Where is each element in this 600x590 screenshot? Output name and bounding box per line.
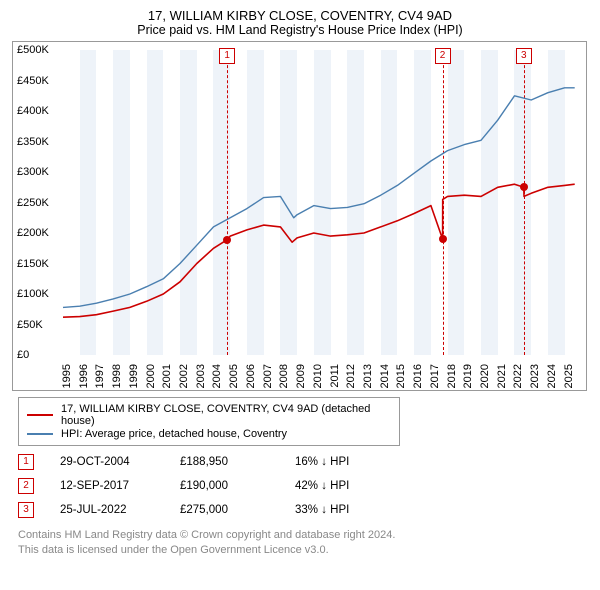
x-axis-label: 2009	[295, 364, 307, 388]
y-axis-label: £100K	[17, 288, 49, 300]
event-price: £190,000	[180, 480, 295, 492]
y-axis-label: £450K	[17, 75, 49, 87]
x-axis-label: 1995	[61, 364, 73, 388]
series-price_paid	[63, 184, 575, 317]
legend-label: HPI: Average price, detached house, Cove…	[61, 428, 287, 440]
event-diff: 42% ↓ HPI	[295, 480, 349, 492]
legend-swatch	[27, 414, 53, 416]
legend-swatch	[27, 433, 53, 435]
x-axis-label: 2007	[262, 364, 274, 388]
y-axis-label: £350K	[17, 136, 49, 148]
y-axis-label: £150K	[17, 258, 49, 270]
x-axis-label: 2013	[362, 364, 374, 388]
legend-label: 17, WILLIAM KIRBY CLOSE, COVENTRY, CV4 9…	[61, 403, 391, 427]
y-axis-label: £400K	[17, 105, 49, 117]
x-axis-label: 1996	[78, 364, 90, 388]
chart-title: 17, WILLIAM KIRBY CLOSE, COVENTRY, CV4 9…	[10, 8, 590, 23]
x-axis-label: 2002	[178, 364, 190, 388]
x-axis-label: 2001	[161, 364, 173, 388]
y-axis-label: £200K	[17, 227, 49, 239]
footnote: Contains HM Land Registry data © Crown c…	[18, 528, 590, 558]
x-axis-label: 2003	[195, 364, 207, 388]
chart-container: £0 £50K £100K £150K £200K £250K £300K £350K £400…	[12, 41, 587, 391]
x-axis-label: 2012	[345, 364, 357, 388]
event-row: 2 12-SEP-2017£190,00042% ↓ HPI	[18, 478, 590, 494]
x-axis-label: 2015	[395, 364, 407, 388]
event-badge: 3	[18, 502, 34, 518]
y-axis-label: £50K	[17, 319, 43, 331]
x-axis-label: 2005	[228, 364, 240, 388]
x-axis-label: 2004	[211, 364, 223, 388]
x-axis-label: 2020	[479, 364, 491, 388]
x-axis-label: 2016	[412, 364, 424, 388]
sale-point	[223, 236, 231, 244]
x-axis-label: 2014	[379, 364, 391, 388]
footnote-line-2: This data is licensed under the Open Gov…	[18, 543, 590, 558]
plot-area: 123	[63, 50, 578, 355]
footnote-line-1: Contains HM Land Registry data © Crown c…	[18, 528, 590, 543]
x-axis-label: 1998	[111, 364, 123, 388]
x-axis-label: 2021	[496, 364, 508, 388]
y-axis-label: £0	[17, 349, 29, 361]
event-diff: 33% ↓ HPI	[295, 504, 349, 516]
x-axis-label: 2023	[529, 364, 541, 388]
x-axis-label: 2019	[462, 364, 474, 388]
x-axis-label: 2025	[563, 364, 575, 388]
event-badge: 2	[18, 478, 34, 494]
series-hpi	[63, 88, 575, 308]
sale-point	[520, 183, 528, 191]
y-axis-label: £300K	[17, 166, 49, 178]
legend-row: 17, WILLIAM KIRBY CLOSE, COVENTRY, CV4 9…	[27, 403, 391, 427]
x-axis-label: 2017	[429, 364, 441, 388]
event-date: 12-SEP-2017	[60, 480, 180, 492]
y-axis-label: £250K	[17, 197, 49, 209]
event-price: £275,000	[180, 504, 295, 516]
event-price: £188,950	[180, 456, 295, 468]
sale-point	[439, 235, 447, 243]
x-axis-label: 2008	[278, 364, 290, 388]
legend-row: HPI: Average price, detached house, Cove…	[27, 428, 391, 440]
x-axis-label: 2010	[312, 364, 324, 388]
x-axis-label: 2022	[512, 364, 524, 388]
event-row: 3 25-JUL-2022£275,00033% ↓ HPI	[18, 502, 590, 518]
events-table: 1 29-OCT-2004£188,95016% ↓ HPI 2 12-SEP-201…	[18, 454, 590, 518]
x-axis-label: 1997	[94, 364, 106, 388]
event-badge: 1	[18, 454, 34, 470]
y-axis-label: £500K	[17, 44, 49, 56]
x-axis-label: 1999	[128, 364, 140, 388]
chart-subtitle: Price paid vs. HM Land Registry's House …	[10, 23, 590, 37]
x-axis-label: 2006	[245, 364, 257, 388]
event-date: 29-OCT-2004	[60, 456, 180, 468]
x-axis-label: 2018	[446, 364, 458, 388]
x-axis-label: 2011	[329, 364, 341, 388]
event-date: 25-JUL-2022	[60, 504, 180, 516]
event-row: 1 29-OCT-2004£188,95016% ↓ HPI	[18, 454, 590, 470]
event-diff: 16% ↓ HPI	[295, 456, 349, 468]
x-axis-label: 2000	[145, 364, 157, 388]
x-axis-label: 2024	[546, 364, 558, 388]
legend: 17, WILLIAM KIRBY CLOSE, COVENTRY, CV4 9…	[18, 397, 400, 446]
